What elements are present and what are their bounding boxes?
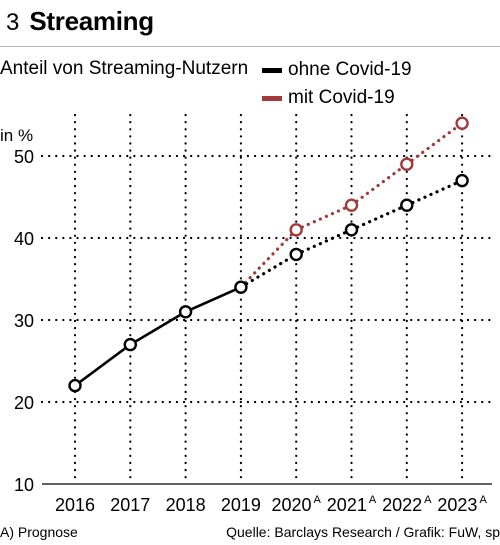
chart-subtitle: Anteil von Streaming-Nutzern: [0, 58, 249, 79]
series-0-segment-2018: [184, 285, 243, 314]
x-tick-label-2016: 2016: [55, 495, 95, 515]
x-tick-label-2019: 2019: [221, 495, 261, 515]
series-0-point-2017: [123, 337, 138, 352]
x-tick-label-2018: 2018: [166, 495, 206, 515]
series-0-point-2021: [344, 223, 359, 237]
series-0-segment-2022: [405, 179, 464, 207]
legend-label-mit-covid: mit Covid-19: [288, 87, 395, 108]
legend-swatch-ohne-covid: [262, 67, 282, 73]
source-credit: Quelle: Barclays Research / Grafik: FuW,…: [226, 524, 500, 540]
series-0-segment-2016: [73, 343, 132, 387]
chart-title: Streaming: [29, 6, 154, 36]
series-0-point-2018: [178, 305, 193, 319]
x-tick-label-2023: 2023 A: [437, 494, 487, 515]
series-1-segment-2021: [349, 162, 409, 207]
series-1-segment-2022: [405, 121, 464, 166]
series-1-point-2020: [289, 223, 303, 237]
y-tick-label-40: 40: [14, 229, 34, 249]
series-0-point-2016: [68, 378, 82, 393]
series-0-segment-2017: [129, 310, 187, 346]
x-tick-label-2020: 2020 A: [272, 494, 322, 515]
title-row: 3 Streaming: [6, 6, 154, 40]
series-0-segment-2019: [239, 252, 298, 289]
legend: ohne Covid-19 mit Covid-19: [262, 56, 412, 112]
series-0-point-2022: [400, 198, 414, 212]
series-1-point-2021: [344, 198, 359, 212]
x-tick-label-2021: 2021 A: [327, 494, 377, 515]
series-0-point-2019: [234, 280, 248, 294]
title-divider: [0, 46, 500, 47]
series-0-point-2023: [455, 173, 469, 188]
series-0-segment-2020: [294, 228, 354, 256]
y-tick-label-30: 30: [14, 311, 34, 331]
legend-item-mit-covid: mit Covid-19: [262, 84, 412, 112]
y-tick-label-50: 50: [14, 147, 34, 167]
series-0-point-2020: [289, 247, 303, 262]
y-tick-label-20: 20: [14, 393, 34, 413]
x-tick-label-2017: 2017: [110, 495, 150, 515]
series-0-segment-2021: [349, 203, 409, 232]
legend-swatch-mit-covid: [262, 95, 282, 101]
legend-label-ohne-covid: ohne Covid-19: [288, 59, 412, 80]
footnote: A) Prognose: [0, 524, 78, 540]
series-1-point-2022: [400, 157, 414, 171]
y-axis-unit: in %: [0, 126, 34, 145]
series-1-point-2023: [455, 116, 469, 130]
series-1-segment-2020: [294, 203, 354, 232]
legend-item-ohne-covid: ohne Covid-19: [262, 56, 412, 84]
series-1-segment-2019: [239, 228, 298, 289]
y-tick-label-10: 10: [14, 475, 34, 495]
figure-number: 3: [6, 9, 20, 36]
x-tick-label-2022: 2022 A: [382, 494, 432, 515]
